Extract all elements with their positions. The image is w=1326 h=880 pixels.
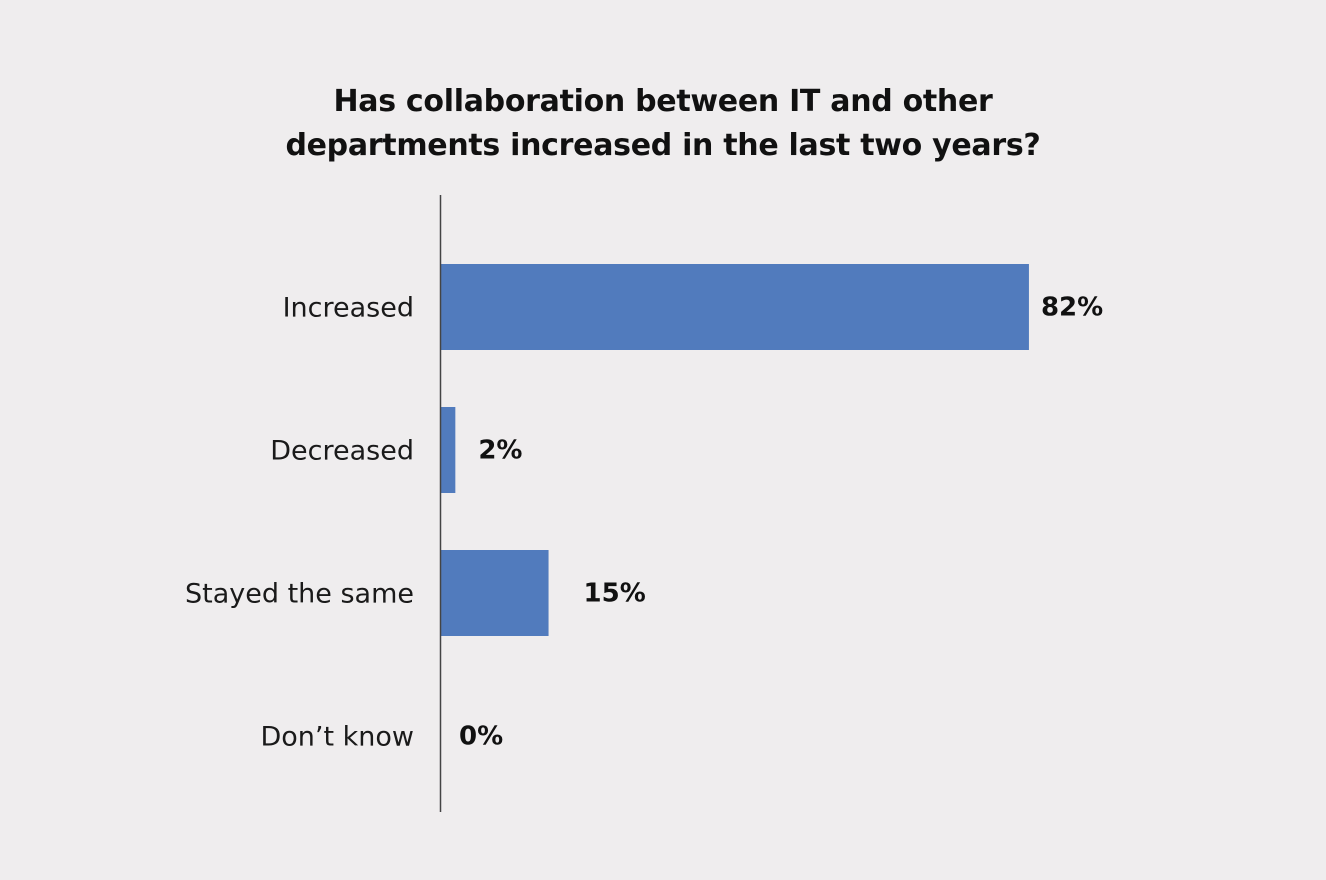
bar-increased (441, 264, 1029, 350)
category-label: Don’t know (260, 722, 414, 753)
chart-title-line-2: departments increased in the last two ye… (285, 128, 1041, 163)
bars-layer (441, 264, 1029, 636)
category-label: Decreased (270, 436, 414, 467)
category-label: Stayed the same (185, 579, 414, 610)
value-label: 0% (459, 722, 503, 752)
chart-title-line-1: Has collaboration between IT and other (333, 84, 993, 119)
category-label: Increased (283, 293, 414, 324)
bar-stayed-the-same (441, 550, 549, 636)
chart-title: Has collaboration between IT and other d… (0, 80, 1326, 168)
labels-layer: Increased 82% Decreased 2% Stayed the same 15… (185, 293, 1103, 753)
value-label: 2% (478, 436, 522, 466)
bar-decreased (441, 407, 456, 493)
value-label: 82% (1041, 293, 1103, 323)
value-label: 15% (584, 579, 646, 609)
